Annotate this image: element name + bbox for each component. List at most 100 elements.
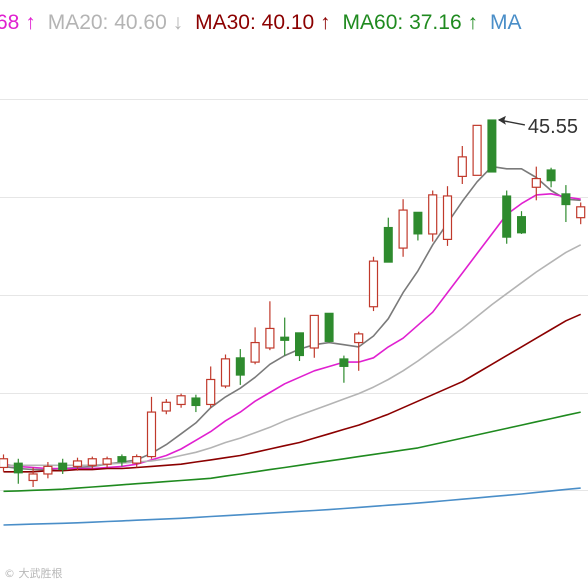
annotation-max-label: 45.55	[528, 116, 578, 138]
candle	[72, 457, 83, 471]
candle-body	[457, 156, 467, 178]
candle	[354, 331, 364, 371]
ma-line-ma5	[3, 165, 581, 471]
candle	[531, 166, 541, 201]
candle	[383, 217, 393, 263]
candle-body	[339, 358, 349, 367]
candle-body	[324, 312, 334, 342]
candle-body	[531, 177, 541, 188]
candle-body	[58, 462, 68, 471]
candle-body	[87, 458, 97, 466]
candle-body	[368, 260, 379, 308]
candle-body	[561, 193, 571, 206]
candle-body	[161, 401, 171, 412]
candle	[413, 211, 423, 241]
candle	[457, 145, 467, 185]
candle	[58, 458, 68, 474]
annotations: 45.55	[497, 115, 578, 138]
ma-line-ma10	[3, 193, 581, 470]
candle	[472, 124, 482, 176]
candle-body	[132, 455, 142, 464]
candle-body	[191, 397, 201, 407]
candle	[280, 317, 290, 356]
candle-body	[472, 124, 482, 176]
candle-body	[250, 341, 260, 363]
candle	[517, 211, 526, 234]
candle-body	[295, 332, 304, 357]
legend-item-0: 68 ↑	[0, 11, 36, 34]
candle	[309, 314, 319, 358]
candle-body	[176, 395, 186, 406]
candle-body	[265, 327, 275, 349]
candle-body	[146, 411, 157, 458]
legend-item-3: MA60: 37.16 ↑	[342, 11, 478, 34]
candle	[0, 454, 9, 472]
candle	[13, 458, 23, 484]
candle-body	[383, 226, 393, 263]
candle	[502, 190, 512, 244]
legend-item-1: MA20: 40.60 ↓	[47, 11, 184, 34]
candle	[87, 456, 97, 469]
candle-body	[413, 211, 423, 235]
legend-item-2: MA30: 40.10 ↑	[195, 11, 331, 34]
candle	[161, 399, 171, 415]
candle-body	[72, 460, 83, 467]
candle-body	[235, 357, 245, 376]
candle	[561, 185, 571, 223]
candle	[206, 366, 216, 408]
candle-body	[102, 458, 112, 465]
ma-line-ma120	[3, 487, 581, 526]
candle	[442, 186, 453, 246]
candle	[117, 454, 127, 467]
candle	[368, 256, 379, 312]
candle	[487, 119, 497, 173]
candle-body	[502, 195, 512, 238]
candle-body	[280, 336, 290, 341]
candle	[339, 355, 349, 383]
candle-body	[576, 206, 586, 219]
candle-body	[43, 465, 53, 475]
candle	[250, 327, 260, 365]
candle	[132, 454, 142, 468]
candle-body	[442, 195, 453, 240]
candle	[191, 394, 201, 413]
candle	[324, 312, 334, 343]
legend-item-4: MA	[489, 11, 522, 34]
candle	[546, 167, 556, 188]
candle-body	[398, 209, 408, 249]
candle	[235, 349, 245, 385]
candle-body	[13, 462, 23, 474]
ma-line-ma20	[3, 244, 582, 467]
candle	[220, 354, 231, 389]
candle-body	[309, 314, 319, 349]
candle	[576, 202, 586, 225]
candle	[295, 332, 304, 362]
candle-body	[428, 194, 438, 235]
annotation-arrow-head	[497, 115, 506, 125]
candle	[265, 301, 275, 351]
candle	[428, 190, 438, 242]
candle-body	[206, 378, 216, 406]
candle-body	[117, 456, 127, 463]
candle	[176, 393, 186, 408]
legend: 68 ↑ MA20: 40.60 ↓ MA30: 40.10 ↑ MA60: 37.1…	[0, 8, 588, 38]
grid-lines	[0, 99, 588, 491]
candle	[102, 456, 112, 468]
moving-average-lines	[3, 165, 582, 526]
ma-line-ma30	[3, 313, 582, 473]
candle	[28, 467, 38, 488]
candle-body	[354, 333, 364, 344]
ma-line-ma60	[3, 411, 581, 493]
candle-body	[28, 473, 38, 482]
candle	[146, 396, 157, 459]
candle-body	[546, 169, 556, 182]
candle	[43, 462, 53, 479]
candle	[398, 199, 408, 257]
candles	[0, 119, 586, 488]
candle-body	[517, 216, 526, 234]
candle-body	[0, 458, 9, 469]
watermark: © 大武胜根	[4, 567, 63, 580]
candle-body	[220, 358, 231, 387]
